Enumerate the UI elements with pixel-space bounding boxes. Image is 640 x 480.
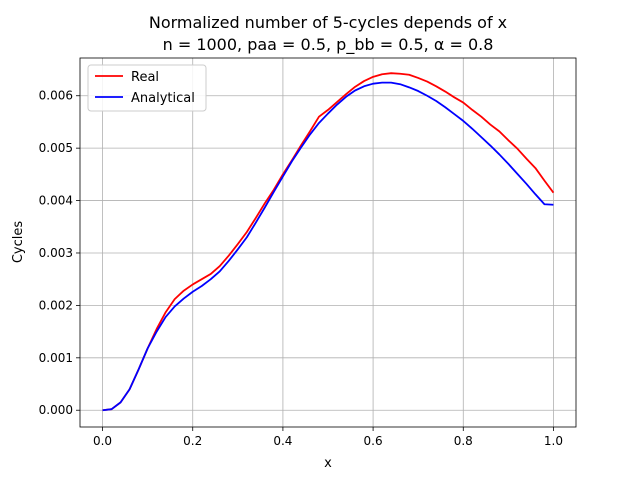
y-axis-label: Cycles xyxy=(11,221,26,264)
grid-lines xyxy=(80,58,576,427)
series-lines xyxy=(102,72,555,412)
x-tick-label: 0.2 xyxy=(183,434,202,448)
x-axis-label: x xyxy=(324,456,332,471)
chart-title: Normalized number of 5-cycles depends of… xyxy=(149,13,507,32)
legend-label-analytical: Analytical xyxy=(131,91,195,106)
x-tick-label: 0.8 xyxy=(454,434,473,448)
axes: 0.0 0.2 0.4 0.6 0.8 1.0 0.000 0.001 0.002 0.003 0.… xyxy=(39,57,577,448)
legend: Real Analytical xyxy=(87,64,207,112)
plot-frame xyxy=(79,57,577,428)
series-line-analytical xyxy=(102,81,554,412)
x-tick-label: 0.4 xyxy=(273,434,292,448)
y-tick-label: 0.005 xyxy=(39,141,73,155)
x-tick-label: 0.0 xyxy=(93,434,112,448)
x-tick-label: 0.6 xyxy=(364,434,383,448)
y-tick-label: 0.002 xyxy=(39,298,73,312)
x-tick-label: 1.0 xyxy=(544,434,563,448)
y-tick-label: 0.000 xyxy=(39,403,73,417)
legend-label-real: Real xyxy=(131,70,159,85)
y-tick-label: 0.001 xyxy=(39,351,73,365)
y-tick-label: 0.006 xyxy=(39,89,73,103)
y-tick-label: 0.004 xyxy=(39,194,73,208)
chart-subtitle: n = 1000, paa = 0.5, p_bb = 0.5, α = 0.8 xyxy=(163,35,494,55)
series-line-real xyxy=(102,72,555,412)
y-tick-label: 0.003 xyxy=(39,246,73,260)
